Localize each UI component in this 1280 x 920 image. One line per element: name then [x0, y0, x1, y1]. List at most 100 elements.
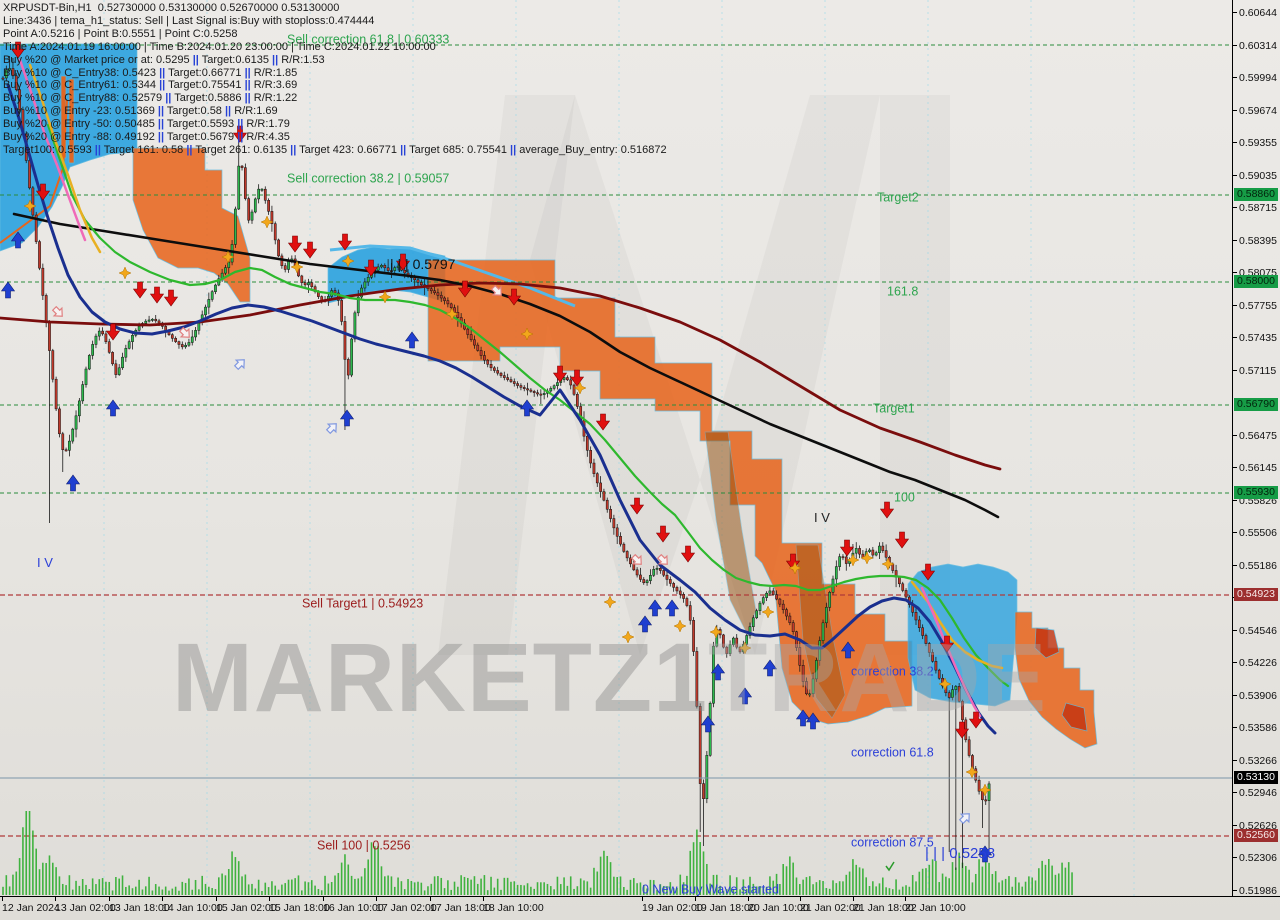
ma-pink-left [18, 58, 87, 242]
price-tick: 0.59674 [1233, 105, 1277, 117]
time-axis[interactable]: 12 Jan 2024 13 Jan 02:00 13 Jan 18:00 14 Ja… [0, 896, 1280, 920]
hollow-arrow-down-icon [51, 305, 63, 317]
price-tick: 0.53586 [1233, 722, 1277, 734]
new-buy-wave-label: 0 New Buy Wave started [642, 883, 779, 897]
buy-arrow-icon [700, 715, 716, 733]
sell-arrow-icon [894, 531, 910, 549]
sell-correction-618-label: Sell correction 61.8 | 0.60333 [287, 33, 449, 47]
header-line-7: Buy %10 @ C_Entry61: 0.5344 || Target:0.… [3, 79, 298, 92]
sell-arrow-icon [569, 369, 585, 387]
sell-arrow-icon [920, 563, 936, 581]
price-tick: 0.57115 [1233, 365, 1276, 377]
volume-histogram [2, 811, 1073, 895]
kumo-red-patch-1 [1034, 627, 1060, 659]
star-marker-icon [520, 327, 534, 341]
kumo-shadow-2 [795, 544, 846, 719]
watermark-part1: MARKETZ1 [172, 623, 709, 732]
time-tick: 15 Jan 02:00 [216, 897, 277, 914]
sell-arrow-icon [506, 288, 522, 306]
time-tick: 22 Jan 10:00 [905, 897, 966, 914]
price-tick: 0.60644 [1233, 7, 1277, 19]
price-tick: 0.56145 [1233, 462, 1277, 474]
header-line-11: Buy %20 @ Entry -88: 0.49192 || Target:0… [3, 131, 290, 144]
sell-arrow-icon [10, 41, 26, 59]
time-tick: 15 Jan 18:00 [269, 897, 330, 914]
star-marker-icon [603, 595, 617, 609]
star-marker-icon [260, 215, 274, 229]
sell-arrow-icon [163, 289, 179, 307]
price-tick: 0.59035 [1233, 170, 1277, 182]
hollow-arrow-up-icon [233, 359, 245, 371]
star-marker-icon [709, 625, 723, 639]
buy-arrow-icon [105, 399, 121, 417]
ma-yellow-left [28, 63, 102, 254]
price-label-box-0.53130: 0.53130 [1234, 771, 1278, 784]
price-tick: 0.58395 [1233, 235, 1277, 247]
buy-arrow-icon [647, 599, 663, 617]
header-line-1: XRPUSDT-Bin,H1 0.52730000 0.53130000 0.5… [3, 2, 340, 14]
star-marker-icon [621, 630, 635, 644]
time-tick: 13 Jan 18:00 [109, 897, 170, 914]
header-line-3: Point A:0.5216 | Point B:0.5551 | Point … [3, 27, 238, 40]
hollow-arrow-up-icon [325, 423, 337, 435]
star-marker-icon [978, 783, 992, 797]
sell-arrow-icon [680, 545, 696, 563]
buy-arrow-icon [664, 599, 680, 617]
header-line-2: Line:3436 | tema_h1_status: Sell | Last … [3, 14, 375, 27]
price-tick: 0.55186 [1233, 560, 1277, 572]
buy-arrow-icon [737, 687, 753, 705]
sell-arrow-icon [655, 525, 671, 543]
ma-pink-right [920, 586, 982, 718]
buy-arrow-icon [710, 663, 726, 681]
time-tick: 19 Jan 02:00 [642, 897, 703, 914]
correction-382-label: correction 38.2 [851, 665, 934, 679]
sell-arrow-icon [287, 235, 303, 253]
buy-arrow-icon [637, 615, 653, 633]
star-marker-icon [341, 254, 355, 268]
header-line-6: Buy %10 @ C_Entry38: 0.5423 || Target:0.… [3, 66, 298, 79]
wave-price-low-label: | | | 0.5258 [925, 845, 995, 862]
time-tick: 17 Jan 18:00 [430, 897, 491, 914]
hollow-arrow-down-icon [178, 326, 190, 338]
price-tick: 0.60314 [1233, 40, 1277, 52]
price-label-box-0.58000: 0.58000 [1234, 275, 1278, 288]
sell-arrow-icon [232, 125, 248, 143]
price-tick: 0.58715 [1233, 202, 1277, 214]
watermark: MARKETZ1TRADE [172, 622, 1047, 734]
sell-arrow-icon [839, 539, 855, 557]
hollow-arrow-down-icon [630, 553, 642, 565]
sell-arrow-icon [105, 323, 121, 341]
fib-100-label: 100 [894, 491, 915, 505]
price-tick: 0.56475 [1233, 430, 1277, 442]
time-tick: 19 Jan 18:00 [695, 897, 756, 914]
sell-arrow-icon [552, 365, 568, 383]
chart-canvas[interactable]: Sell correction 61.8 | 0.60333 Sell corre… [0, 0, 1233, 897]
price-tick: 0.57755 [1233, 300, 1277, 312]
buy-arrow-icon [0, 281, 16, 299]
watermark-part2: TRADE [708, 623, 1048, 732]
sell-arrow-icon [302, 241, 318, 259]
sell-arrow-icon [939, 635, 955, 653]
sell-arrow-icon [968, 711, 984, 729]
sell-arrow-icon [879, 501, 895, 519]
star-marker-icon [118, 266, 132, 280]
star-marker-icon [378, 290, 392, 304]
time-tick: 21 Jan 18:00 [853, 897, 914, 914]
star-marker-icon [846, 553, 860, 567]
sell-arrow-icon [363, 259, 379, 277]
price-label-box-0.54923: 0.54923 [1234, 588, 1278, 601]
sell-correction-382-label: Sell correction 38.2 | 0.59057 [287, 172, 449, 186]
correction-875-label: correction 87.5 [851, 836, 934, 850]
target2-label: Target2 [877, 191, 919, 205]
senkou-border-left [0, 99, 68, 244]
hollow-arrow-down-icon [490, 284, 502, 296]
time-tick: 12 Jan 2024 [2, 897, 60, 914]
fib-1618-label: 161.8 [887, 285, 918, 299]
header-line-12: Target100: 0.5593 || Target 161: 0.58 ||… [3, 143, 667, 156]
ma-navy [6, 83, 997, 735]
check-icon [885, 861, 895, 872]
hollow-arrow-down-icon [656, 553, 668, 565]
price-axis[interactable]: 0.60644 0.60314 0.59994 0.59674 0.59355 0.590… [1232, 0, 1280, 897]
star-marker-icon [23, 199, 37, 213]
sell-arrow-icon [337, 233, 353, 251]
